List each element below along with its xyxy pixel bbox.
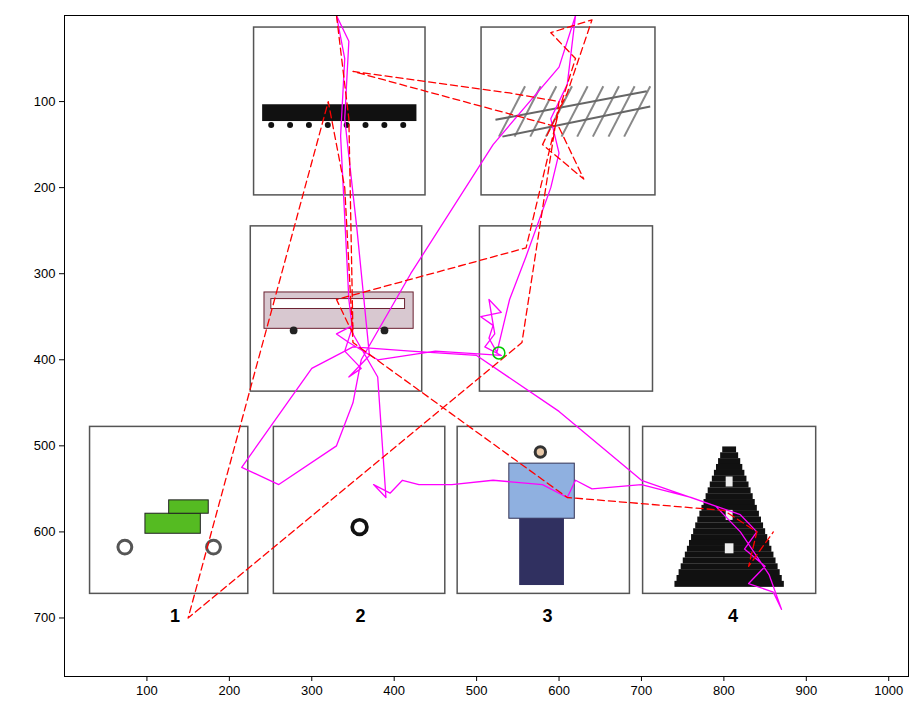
svg-text:400: 400 bbox=[383, 683, 405, 698]
svg-text:800: 800 bbox=[713, 683, 735, 698]
svg-text:200: 200 bbox=[218, 683, 240, 698]
svg-text:1000: 1000 bbox=[874, 683, 903, 698]
svg-text:200: 200 bbox=[34, 180, 56, 195]
svg-text:3: 3 bbox=[542, 606, 552, 626]
svg-text:1: 1 bbox=[170, 606, 180, 626]
svg-text:500: 500 bbox=[466, 683, 488, 698]
svg-text:500: 500 bbox=[34, 438, 56, 453]
svg-text:300: 300 bbox=[34, 266, 56, 281]
svg-text:700: 700 bbox=[34, 610, 56, 625]
svg-text:600: 600 bbox=[34, 524, 56, 539]
svg-text:400: 400 bbox=[34, 352, 56, 367]
svg-text:900: 900 bbox=[795, 683, 817, 698]
svg-text:2: 2 bbox=[355, 606, 365, 626]
svg-text:600: 600 bbox=[548, 683, 570, 698]
svg-text:4: 4 bbox=[728, 606, 738, 626]
svg-text:100: 100 bbox=[136, 683, 158, 698]
svg-text:100: 100 bbox=[34, 94, 56, 109]
svg-text:300: 300 bbox=[301, 683, 323, 698]
svg-text:700: 700 bbox=[631, 683, 653, 698]
